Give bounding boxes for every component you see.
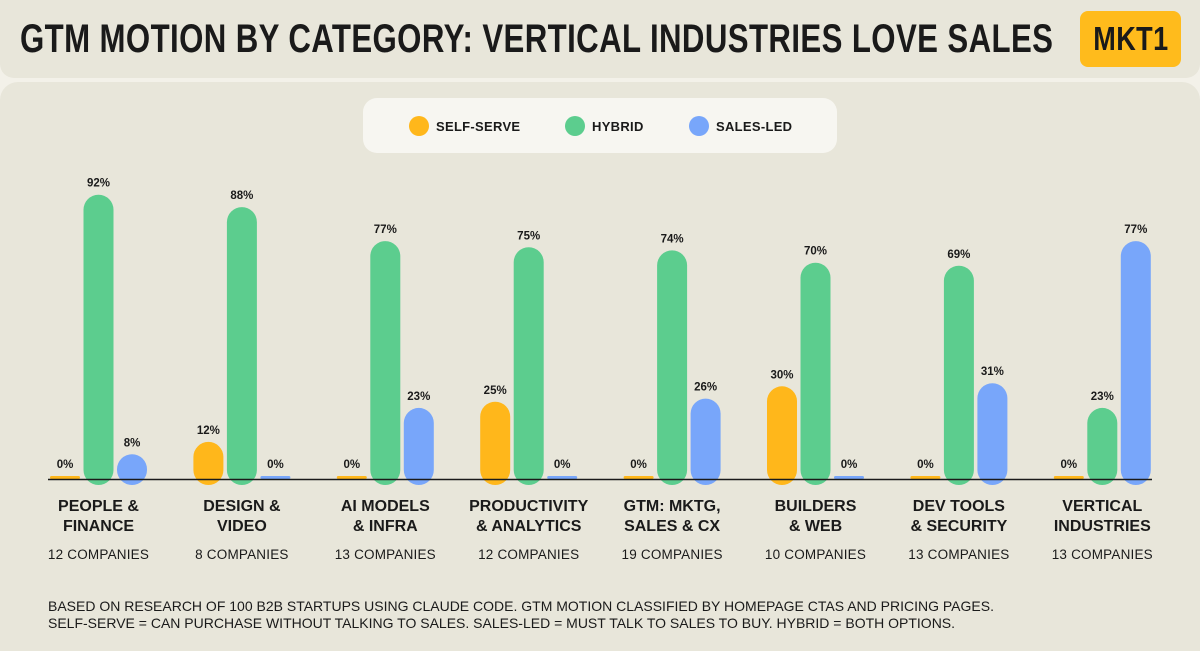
company-count-4: 12 COMPANIES (478, 547, 580, 562)
value-label-self-serve-5: 0% (630, 459, 647, 471)
category-label-line2: INDUSTRIES (1053, 518, 1151, 535)
footnote-line-1: BASED ON RESEARCH OF 100 B2B STARTUPS US… (48, 598, 994, 614)
value-label-self-serve-1: 0% (57, 459, 74, 471)
bar-self-serve-2 (193, 441, 224, 485)
value-label-hybrid-3: 77% (374, 224, 397, 236)
bar-self-serve-4 (480, 401, 511, 485)
bar-hybrid-5 (657, 250, 688, 485)
value-label-sales-led-6: 0% (841, 459, 858, 471)
category-label-7: DEV TOOLS & SECURITY (884, 497, 1034, 537)
bar-sales-led-3 (403, 407, 434, 485)
value-label-sales-led-2: 0% (267, 459, 284, 471)
company-count-7: 13 COMPANIES (908, 547, 1010, 562)
category-label-line1: DEV TOOLS (912, 498, 1005, 515)
value-label-sales-led-8: 77% (1124, 224, 1147, 236)
page-title: GTM MOTION BY CATEGORY: VERTICAL INDUSTR… (20, 17, 1054, 61)
bar-self-serve-5 (623, 476, 654, 479)
company-count-1: 12 COMPANIES (47, 547, 150, 562)
value-label-hybrid-2: 88% (230, 190, 253, 202)
bar-self-serve-3 (336, 476, 367, 479)
value-label-hybrid-6: 70% (804, 246, 827, 258)
legend-label-self-serve: SELF-SERVE (436, 118, 521, 134)
value-label-sales-led-7: 31% (981, 366, 1004, 378)
category-label-line1: GTM: MKTG, (623, 498, 721, 515)
legend-item-hybrid: HYBRID (565, 116, 644, 136)
category-label-line1: AI MODELS (340, 498, 430, 515)
category-label-line1: PEOPLE & (58, 498, 139, 515)
header-bar: GTM MOTION BY CATEGORY: VERTICAL INDUSTR… (0, 0, 1200, 78)
chart-panel (0, 82, 1200, 651)
value-label-self-serve-7: 0% (917, 459, 934, 471)
value-label-self-serve-2: 12% (197, 425, 220, 437)
hybrid-dot-icon (565, 116, 585, 136)
category-label-1: PEOPLE & FINANCE (24, 497, 174, 537)
bar-sales-led-7 (977, 383, 1008, 485)
footnote: BASED ON RESEARCH OF 100 B2B STARTUPS US… (48, 598, 1168, 632)
bar-sales-led-1 (117, 454, 147, 485)
bar-sales-led-8 (1120, 241, 1151, 485)
value-label-hybrid-1: 92% (87, 178, 110, 190)
legend-label-sales-led: SALES-LED (716, 118, 793, 134)
category-label-3: AI MODELS & INFRA (310, 497, 460, 537)
bar-hybrid-4 (513, 247, 544, 485)
bar-hybrid-6 (800, 262, 831, 485)
bar-self-serve-6 (767, 386, 797, 485)
bar-sales-led-4 (547, 476, 578, 479)
value-label-sales-led-3: 23% (407, 391, 430, 403)
company-count-8: 13 COMPANIES (1051, 547, 1153, 562)
bar-hybrid-8 (1087, 407, 1118, 485)
bar-self-serve-8 (1053, 476, 1084, 479)
company-count-6: 10 COMPANIES (764, 547, 867, 562)
chart-legend: SELF-SERVE HYBRID SALES-LED (363, 98, 837, 153)
value-label-self-serve-6: 30% (770, 369, 793, 381)
bar-self-serve-1 (50, 476, 80, 479)
value-label-hybrid-8: 23% (1091, 391, 1114, 403)
category-label-line1: PRODUCTIVITY (469, 498, 589, 515)
value-label-hybrid-7: 69% (947, 249, 970, 261)
category-label-6: BUILDERS & WEB (741, 497, 891, 537)
value-label-sales-led-4: 0% (554, 459, 571, 471)
category-label-5: GTM: MKTG, SALES & CX (597, 497, 747, 537)
category-label-line1: VERTICAL (1062, 498, 1143, 515)
logo-text: MKT1 (1092, 20, 1169, 57)
category-label-line1: DESIGN & (203, 498, 281, 515)
category-label-line1: BUILDERS (774, 498, 857, 515)
company-count-2: 8 COMPANIES (195, 547, 289, 562)
category-label-line2: & ANALYTICS (475, 518, 582, 535)
category-label-4: PRODUCTIVITY & ANALYTICS (454, 497, 604, 537)
category-label-8: VERTICAL INDUSTRIES (1027, 497, 1177, 537)
legend-label-hybrid: HYBRID (592, 118, 644, 134)
bar-hybrid-7 (943, 265, 974, 485)
mkt1-logo: MKT1 (1080, 11, 1181, 67)
category-label-line2: & WEB (788, 518, 843, 535)
company-count-5: 19 COMPANIES (621, 547, 723, 562)
value-label-self-serve-4: 25% (484, 385, 507, 397)
bar-hybrid-3 (370, 241, 401, 485)
value-label-hybrid-4: 75% (517, 230, 540, 242)
category-label-line2: FINANCE (62, 518, 135, 535)
category-label-line2: VIDEO (216, 518, 267, 535)
legend-item-self-serve: SELF-SERVE (409, 116, 520, 136)
category-label-line2: SALES & CX (624, 518, 721, 535)
legend-item-sales-led: SALES-LED (689, 116, 792, 136)
footnote-line-2: SELF-SERVE = CAN PURCHASE WITHOUT TALKIN… (48, 615, 956, 631)
sales-led-dot-icon (689, 116, 709, 136)
category-label-2: DESIGN & VIDEO (167, 497, 317, 537)
company-count-3: 13 COMPANIES (334, 547, 436, 562)
value-label-hybrid-5: 74% (661, 233, 684, 245)
category-label-line2: & SECURITY (910, 518, 1008, 535)
category-label-line2: & INFRA (352, 518, 418, 535)
value-label-sales-led-1: 8% (124, 437, 141, 449)
bar-sales-led-5 (690, 398, 721, 485)
bar-hybrid-2 (226, 207, 257, 485)
value-label-sales-led-5: 26% (694, 382, 717, 394)
bar-self-serve-7 (910, 476, 941, 479)
value-label-self-serve-8: 0% (1060, 459, 1077, 471)
bar-sales-led-2 (260, 476, 291, 479)
value-label-self-serve-3: 0% (343, 459, 360, 471)
bar-hybrid-1 (83, 194, 114, 485)
self-serve-dot-icon (409, 116, 429, 136)
bar-sales-led-6 (834, 476, 864, 479)
